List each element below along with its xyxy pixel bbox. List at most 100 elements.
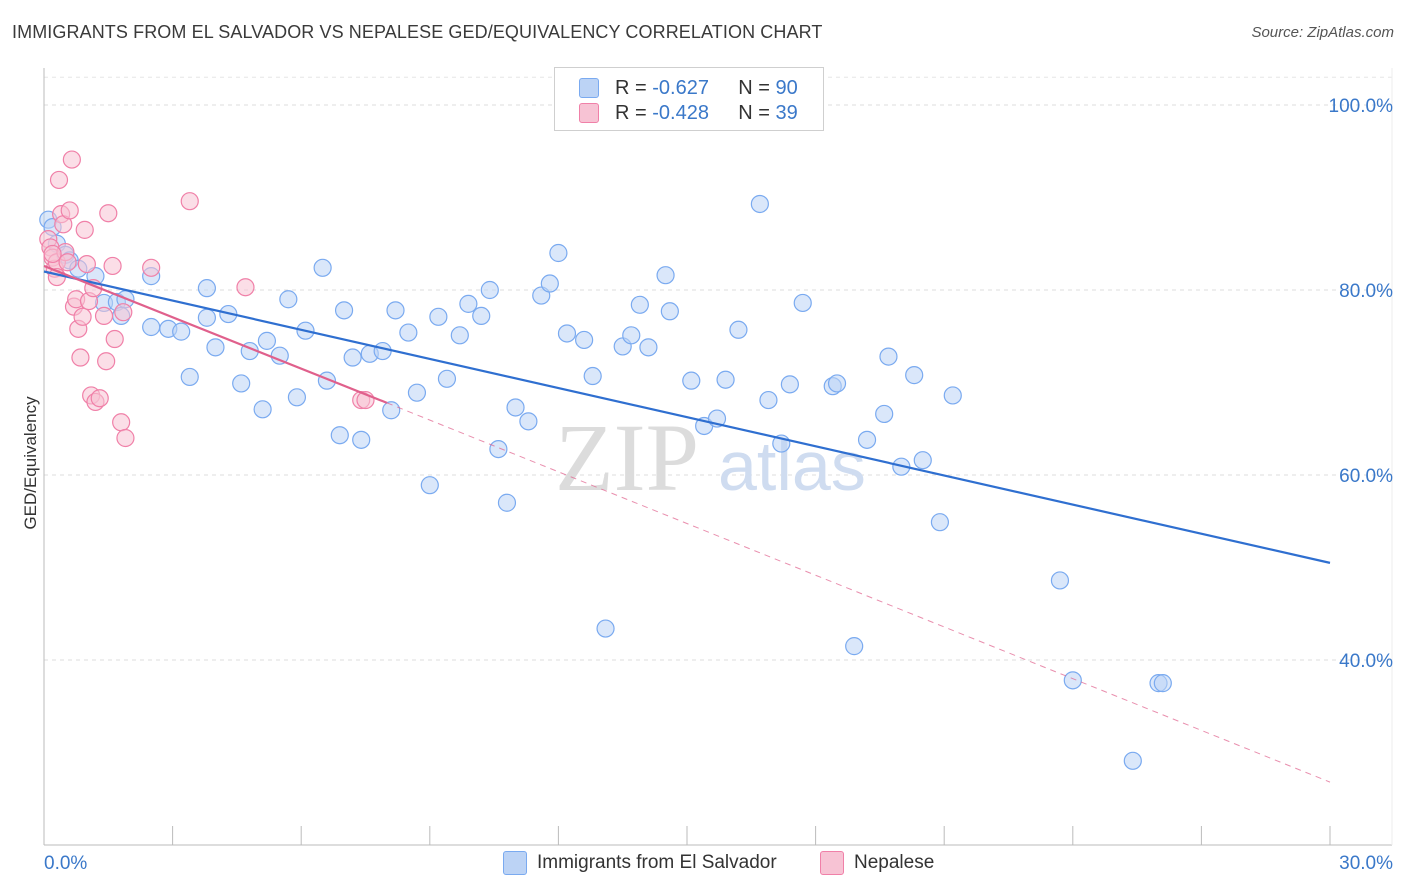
data-point-el-salvador	[232, 374, 251, 393]
data-point-el-salvador	[729, 320, 748, 339]
data-point-el-salvador	[845, 637, 864, 656]
data-point-el-salvador	[656, 266, 675, 285]
data-point-nepalese	[99, 204, 118, 223]
data-point-el-salvador	[373, 341, 392, 361]
legend-r-value: -0.428	[652, 101, 709, 124]
data-point-nepalese	[116, 428, 135, 448]
data-point-nepalese	[90, 389, 109, 408]
data-point-el-salvador	[780, 375, 799, 394]
data-point-el-salvador	[497, 493, 517, 512]
data-point-el-salvador	[549, 243, 568, 263]
data-point-el-salvador	[343, 348, 362, 367]
data-point-el-salvador	[506, 398, 525, 417]
data-point-el-salvador	[639, 338, 658, 357]
data-point-el-salvador	[750, 194, 769, 214]
data-point-nepalese	[142, 258, 161, 277]
data-point-nepalese	[60, 201, 79, 220]
data-point-el-salvador	[489, 440, 508, 459]
data-point-nepalese	[114, 303, 133, 322]
grid-lines	[44, 76, 1392, 661]
data-point-el-salvador	[913, 451, 932, 470]
bottom-legend-swatch-pink	[820, 851, 844, 875]
data-point-nepalese	[75, 220, 94, 239]
series-el-salvador	[39, 194, 1172, 770]
data-point-el-salvador	[429, 307, 448, 326]
data-point-nepalese	[43, 244, 62, 264]
data-point-el-salvador	[583, 366, 602, 386]
data-point-el-salvador	[1153, 674, 1172, 693]
data-point-nepalese	[112, 413, 131, 432]
data-point-nepalese	[180, 192, 199, 211]
bottom-legend-el-salvador: Immigrants from El Salvador	[503, 851, 777, 875]
data-point-el-salvador	[793, 293, 812, 313]
data-point-el-salvador	[875, 404, 894, 424]
legend-swatch-blue	[579, 78, 599, 98]
data-point-el-salvador	[386, 301, 405, 320]
data-point-el-salvador	[450, 326, 469, 345]
data-point-el-salvador	[334, 301, 354, 320]
bottom-legend-label-el-salvador: Immigrants from El Salvador	[537, 852, 777, 873]
data-point-nepalese	[77, 255, 96, 274]
source-label: Source: ZipAtlas.com	[1251, 24, 1394, 41]
x-tick-label: 0.0%	[44, 853, 87, 874]
data-point-nepalese	[105, 329, 124, 349]
data-point-el-salvador	[682, 371, 701, 390]
trend-line-nepalese-extrapolated	[386, 402, 1331, 783]
legend-swatch-pink	[579, 103, 599, 123]
data-point-el-salvador	[206, 338, 225, 357]
data-point-nepalese	[97, 352, 116, 371]
y-tick-label: 80.0%	[1339, 281, 1393, 302]
legend-n-label: N =	[738, 76, 770, 99]
data-point-el-salvador	[575, 330, 594, 350]
data-point-nepalese	[49, 170, 69, 190]
data-point-nepalese	[94, 306, 114, 325]
y-tick-label: 40.0%	[1339, 651, 1393, 672]
data-point-el-salvador	[287, 388, 307, 407]
data-point-el-salvador	[540, 274, 559, 293]
data-point-nepalese	[73, 307, 92, 326]
data-point-el-salvador	[1123, 751, 1142, 770]
legend-r-label: R =	[615, 101, 647, 124]
trend-lines	[43, 264, 1331, 783]
bottom-legend-swatch-blue	[503, 851, 527, 875]
legend-n-value: 90	[775, 76, 798, 99]
data-point-nepalese	[103, 256, 122, 276]
data-point-el-salvador	[407, 383, 427, 402]
data-point-el-salvador	[480, 280, 499, 300]
data-point-el-salvador	[330, 426, 349, 445]
data-point-el-salvador	[459, 294, 478, 313]
bottom-legend-label-nepalese: Nepalese	[854, 852, 935, 873]
data-point-el-salvador	[716, 370, 735, 389]
bottom-legend-nepalese: Nepalese	[820, 851, 934, 875]
data-point-el-salvador	[313, 258, 332, 277]
data-point-el-salvador	[352, 430, 371, 449]
data-point-nepalese	[58, 253, 77, 272]
data-point-el-salvador	[420, 476, 439, 495]
data-point-el-salvador	[943, 386, 962, 405]
data-point-el-salvador	[1050, 571, 1070, 590]
tick-labels: 40.0% 60.0% 80.0% 100.0% 0.0% 30.0%	[44, 96, 1393, 874]
data-point-el-salvador	[857, 430, 877, 449]
data-point-el-salvador	[197, 279, 216, 298]
series-nepalese	[39, 150, 375, 448]
legend-row-el-salvador: R = -0.627 N = 90	[579, 76, 798, 100]
data-point-el-salvador	[257, 331, 277, 350]
data-point-el-salvador	[622, 326, 641, 345]
data-point-el-salvador	[827, 374, 847, 393]
data-point-el-salvador	[1063, 671, 1082, 690]
legend-n-label: N =	[738, 101, 770, 124]
watermark-atlas: atlas	[718, 427, 866, 505]
data-point-el-salvador	[930, 513, 950, 532]
legend-r-value: -0.627	[652, 76, 709, 99]
data-point-nepalese	[236, 278, 255, 297]
correlation-legend: R = -0.627 N = 90 R = -0.428 N = 39	[554, 67, 824, 131]
legend-n-value: 39	[775, 101, 798, 124]
data-point-el-salvador	[557, 324, 577, 343]
y-tick-label: 60.0%	[1339, 466, 1393, 487]
data-point-el-salvador	[596, 619, 615, 638]
watermark-zip: ZIP	[555, 404, 699, 511]
data-point-el-salvador	[905, 366, 924, 385]
data-point-el-salvador	[172, 322, 191, 341]
data-point-el-salvador	[253, 400, 272, 419]
